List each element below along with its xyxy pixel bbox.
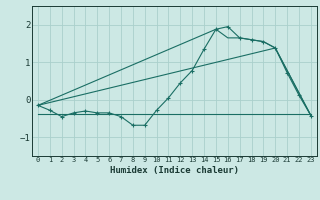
- X-axis label: Humidex (Indice chaleur): Humidex (Indice chaleur): [110, 166, 239, 175]
